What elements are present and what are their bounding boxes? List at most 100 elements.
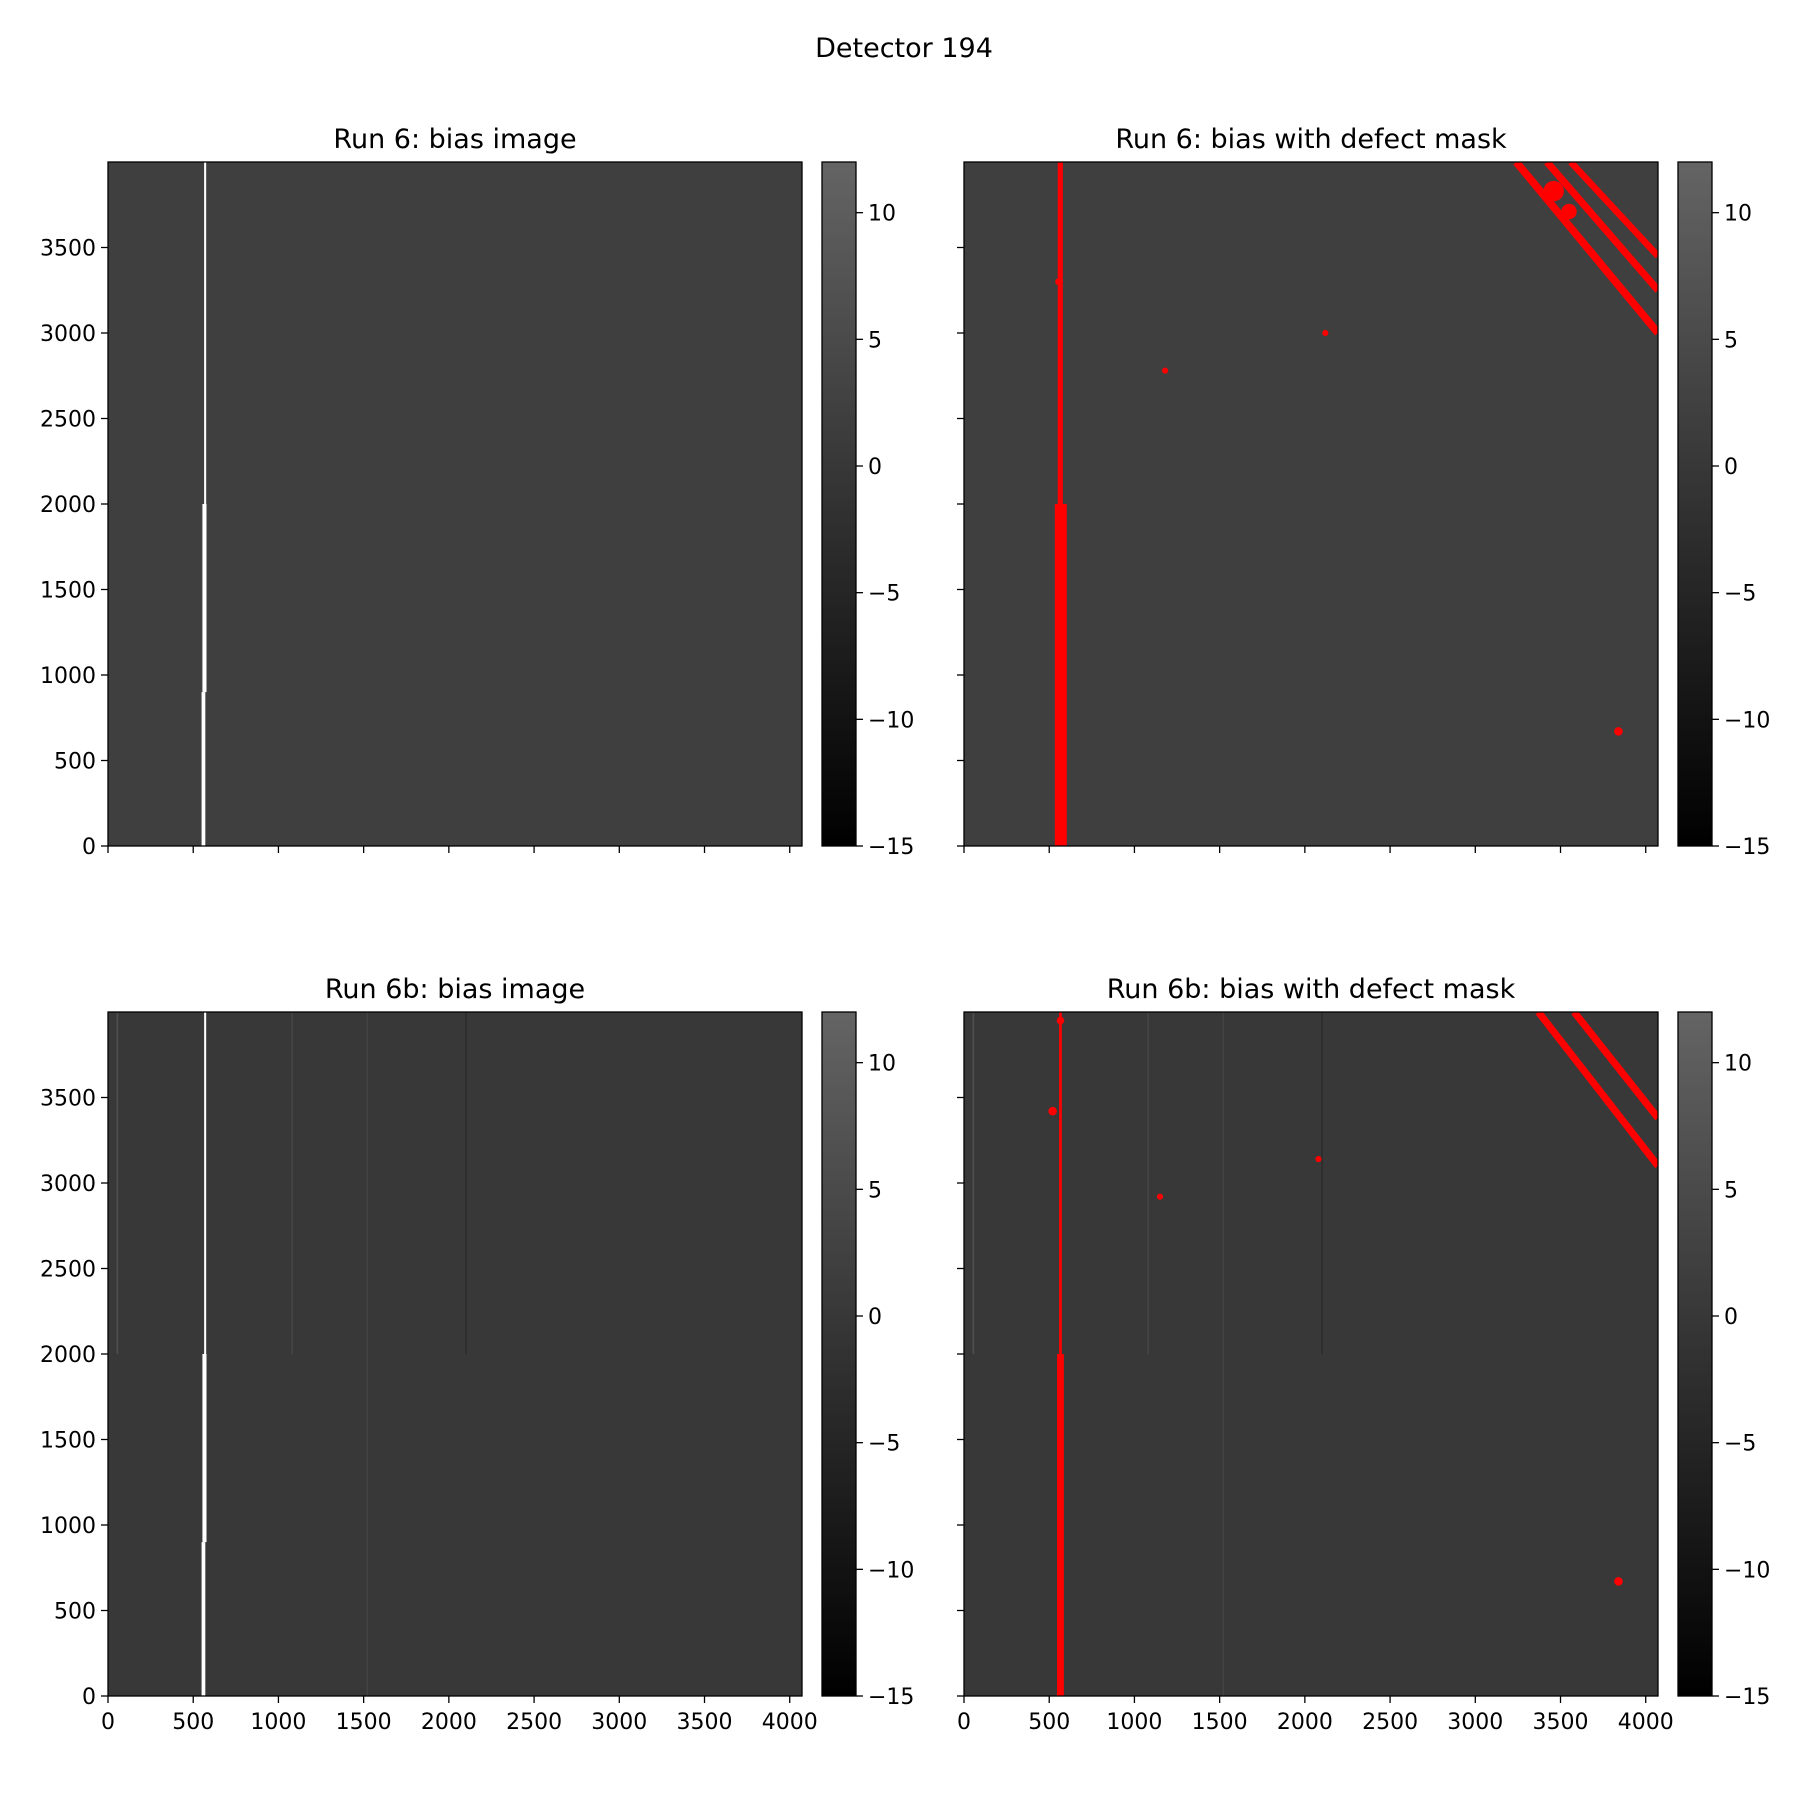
x-tick-label: 4000 xyxy=(762,1710,818,1735)
x-tick-label: 2000 xyxy=(1277,1710,1333,1735)
colorbar-tick-label: −15 xyxy=(868,835,914,860)
image-area xyxy=(964,162,1658,846)
bright-column xyxy=(201,1542,206,1696)
mask-blob xyxy=(1561,203,1577,220)
colorbar-tick-label: 0 xyxy=(868,1305,882,1330)
image-area xyxy=(108,162,802,846)
colorbar-tick-label: −10 xyxy=(1724,1558,1770,1583)
colorbar-tick-label: 0 xyxy=(1724,1305,1738,1330)
bright-column xyxy=(201,692,206,846)
y-tick-label: 3500 xyxy=(40,237,96,262)
subplot-1: Run 6: bias image 0 500 1000 1500 2000 2500 300… xyxy=(40,124,914,860)
colorbar-tick-label: 0 xyxy=(1724,455,1738,480)
faint-column xyxy=(972,1012,975,1354)
colorbar-tick-label: −5 xyxy=(1724,582,1756,607)
mask-column xyxy=(1054,504,1067,846)
y-tick-label: 2500 xyxy=(40,408,96,433)
colorbar-tick-label: 10 xyxy=(1724,1052,1752,1077)
mask-blob xyxy=(1322,329,1329,337)
faint-column xyxy=(1147,1012,1149,1354)
mask-column xyxy=(1057,162,1063,504)
x-tick-label: 3000 xyxy=(591,1710,647,1735)
mask-diagonal xyxy=(1513,162,1658,336)
mask-blob xyxy=(1156,1193,1164,1200)
x-tick-label: 0 xyxy=(957,1710,971,1735)
faint-column xyxy=(291,1012,293,1354)
bright-column xyxy=(202,1354,207,1543)
mask-blob xyxy=(1048,1106,1057,1116)
image-background xyxy=(108,1012,802,1696)
x-tick-label: 500 xyxy=(172,1710,214,1735)
faint-column xyxy=(465,1012,467,1354)
x-tick-label: 3500 xyxy=(1533,1710,1589,1735)
mask-blob xyxy=(1614,1577,1623,1586)
y-tick-label: 2500 xyxy=(40,1258,96,1283)
colorbar-gradient xyxy=(821,161,857,847)
mask-blob xyxy=(1056,1016,1065,1025)
colorbar-tick-label: −10 xyxy=(868,1558,914,1583)
x-tick-label: 2500 xyxy=(506,1710,562,1735)
mask-diagonal xyxy=(1571,1012,1658,1121)
image-area xyxy=(964,1012,1658,1696)
mask-blob xyxy=(1315,1155,1322,1163)
colorbar-tick-label: −5 xyxy=(1724,1432,1756,1457)
mask-diagonal xyxy=(1568,162,1658,259)
x-tick-label: 500 xyxy=(1028,1710,1070,1735)
subplot-title: Run 6b: bias with defect mask xyxy=(1107,974,1516,1005)
subplot-title: Run 6: bias image xyxy=(333,124,576,155)
faint-column xyxy=(366,1012,369,1696)
colorbar-tick-label: 0 xyxy=(868,455,882,480)
colorbar-tick-label: 5 xyxy=(868,328,882,353)
y-tick-label: 3000 xyxy=(40,322,96,347)
x-tick-label: 3000 xyxy=(1447,1710,1503,1735)
x-tick-label: 2500 xyxy=(1362,1710,1418,1735)
colorbar-tick-label: 5 xyxy=(1724,328,1738,353)
colorbar-tick-label: −15 xyxy=(1724,1685,1770,1710)
bright-column xyxy=(204,162,207,504)
subplot-title: Run 6b: bias image xyxy=(325,974,585,1005)
mask-column xyxy=(1059,1012,1062,1354)
mask-column xyxy=(1057,1354,1064,1696)
mask-blob xyxy=(1055,278,1062,286)
colorbar-tick-label: −10 xyxy=(1724,708,1770,733)
x-tick-label: 1500 xyxy=(336,1710,392,1735)
colorbar: −15 −10 −5 0 5 10 xyxy=(821,161,914,860)
panels: Run 6: bias image05001000150020002500300… xyxy=(40,124,1770,1735)
colorbar-tick-label: 10 xyxy=(868,202,896,227)
image-background xyxy=(964,1012,1658,1696)
faint-column xyxy=(116,1012,119,1354)
subplot-title: Run 6: bias with defect mask xyxy=(1115,124,1507,155)
colorbar: −15 −10 −5 0 5 10 xyxy=(1677,161,1770,860)
colorbar-tick-label: 10 xyxy=(1724,202,1752,227)
colorbar-gradient xyxy=(821,1011,857,1697)
colorbar-tick-label: 10 xyxy=(868,1052,896,1077)
x-tick-label: 4000 xyxy=(1618,1710,1674,1735)
y-tick-label: 0 xyxy=(82,1685,96,1710)
y-tick-label: 500 xyxy=(54,750,96,775)
y-tick-label: 1500 xyxy=(40,579,96,604)
x-tick-label: 2000 xyxy=(421,1710,477,1735)
mask-blob xyxy=(1543,180,1564,202)
x-tick-label: 0 xyxy=(101,1710,115,1735)
y-tick-label: 500 xyxy=(54,1600,96,1625)
subplot-4: Run 6b: bias with defect mask 0 500 1000 150… xyxy=(957,974,1770,1735)
y-tick-label: 2000 xyxy=(40,493,96,518)
y-tick-label: 0 xyxy=(82,835,96,860)
colorbar-gradient xyxy=(1677,161,1713,847)
y-tick-label: 2000 xyxy=(40,1343,96,1368)
y-tick-label: 3000 xyxy=(40,1172,96,1197)
image-background xyxy=(964,162,1658,846)
mask-blob xyxy=(1162,367,1169,374)
colorbar: −15 −10 −5 0 5 10 xyxy=(1677,1011,1770,1710)
y-tick-label: 3500 xyxy=(40,1087,96,1112)
colorbar-gradient xyxy=(1677,1011,1713,1697)
colorbar-tick-label: −5 xyxy=(868,582,900,607)
colorbar-tick-label: 5 xyxy=(868,1178,882,1203)
x-tick-label: 1000 xyxy=(250,1710,306,1735)
figure-suptitle: Detector 194 xyxy=(815,33,993,64)
bright-column xyxy=(202,504,207,693)
colorbar-tick-label: −10 xyxy=(868,708,914,733)
faint-column xyxy=(1321,1012,1323,1354)
